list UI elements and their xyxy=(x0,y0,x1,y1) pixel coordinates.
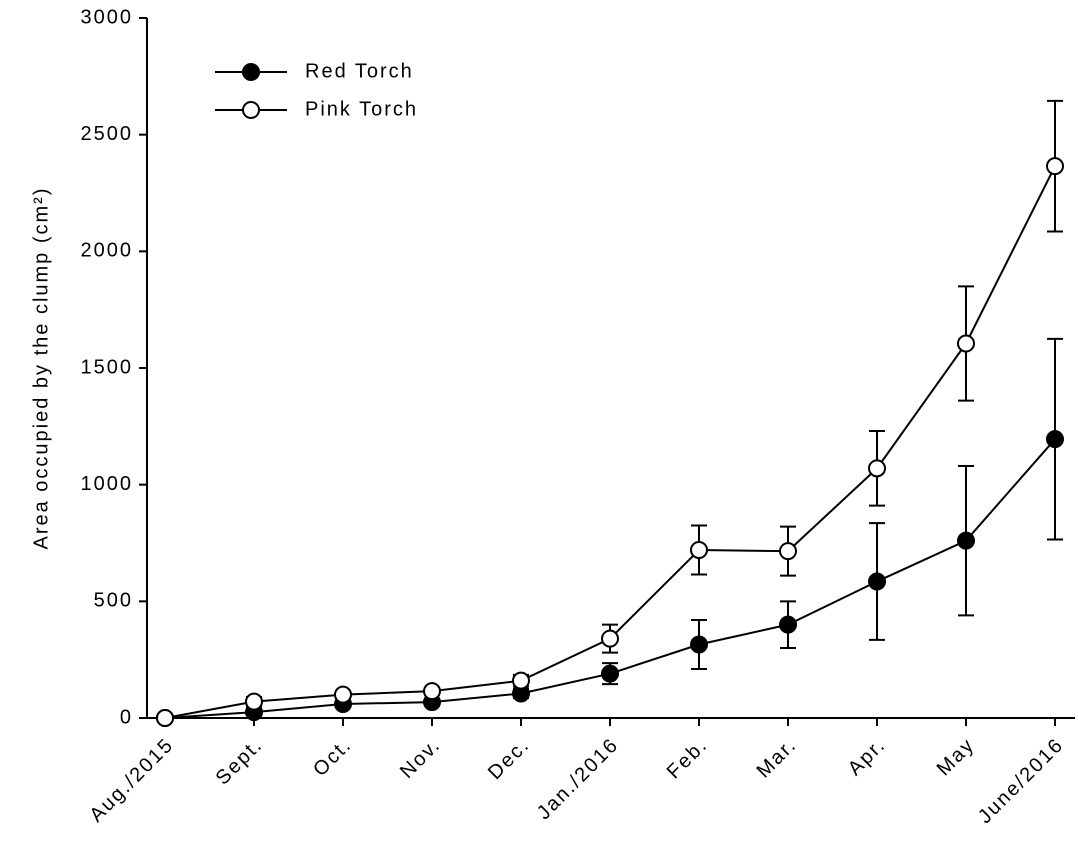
marker xyxy=(245,692,263,711)
marker xyxy=(156,709,174,727)
marker xyxy=(690,635,708,654)
y-tick-label: 1000 xyxy=(81,473,134,495)
x-tick-label: June/2016 xyxy=(974,734,1068,828)
marker xyxy=(779,615,797,634)
x-tick-label: Mar. xyxy=(753,734,802,783)
x-tick-label: Dec. xyxy=(484,734,534,784)
marker xyxy=(334,685,352,704)
y-tick-label: 3000 xyxy=(81,6,134,28)
x-tick-label: Aug./2015 xyxy=(85,734,178,827)
marker xyxy=(957,334,975,353)
marker xyxy=(868,459,886,478)
legend-marker xyxy=(242,101,260,119)
x-tick-label: Oct. xyxy=(309,734,356,781)
marker xyxy=(1046,430,1064,449)
legend-label: Pink Torch xyxy=(305,98,418,120)
legend-label: Red Torch xyxy=(305,60,414,82)
x-tick-label: Nov. xyxy=(396,734,445,783)
y-tick-label: 2500 xyxy=(81,123,134,145)
marker xyxy=(512,671,530,690)
x-tick-label: Feb. xyxy=(663,734,713,784)
marker xyxy=(423,682,441,701)
marker xyxy=(601,629,619,648)
x-tick-label: Apr. xyxy=(844,734,890,780)
x-tick-label: Sept. xyxy=(212,734,268,790)
marker xyxy=(601,664,619,683)
marker xyxy=(779,542,797,561)
x-tick-label: Jan./2016 xyxy=(533,734,623,824)
y-tick-label: 0 xyxy=(120,706,133,728)
legend-marker xyxy=(242,63,260,81)
x-tick-label: May xyxy=(933,734,980,781)
marker xyxy=(1046,157,1064,176)
y-tick-label: 1500 xyxy=(81,356,134,378)
y-axis-title: Area occupied by the clump (cm²) xyxy=(30,186,52,549)
marker xyxy=(868,572,886,591)
marker xyxy=(957,531,975,550)
marker xyxy=(690,541,708,559)
y-tick-label: 2000 xyxy=(81,240,134,262)
y-tick-label: 500 xyxy=(94,590,133,612)
